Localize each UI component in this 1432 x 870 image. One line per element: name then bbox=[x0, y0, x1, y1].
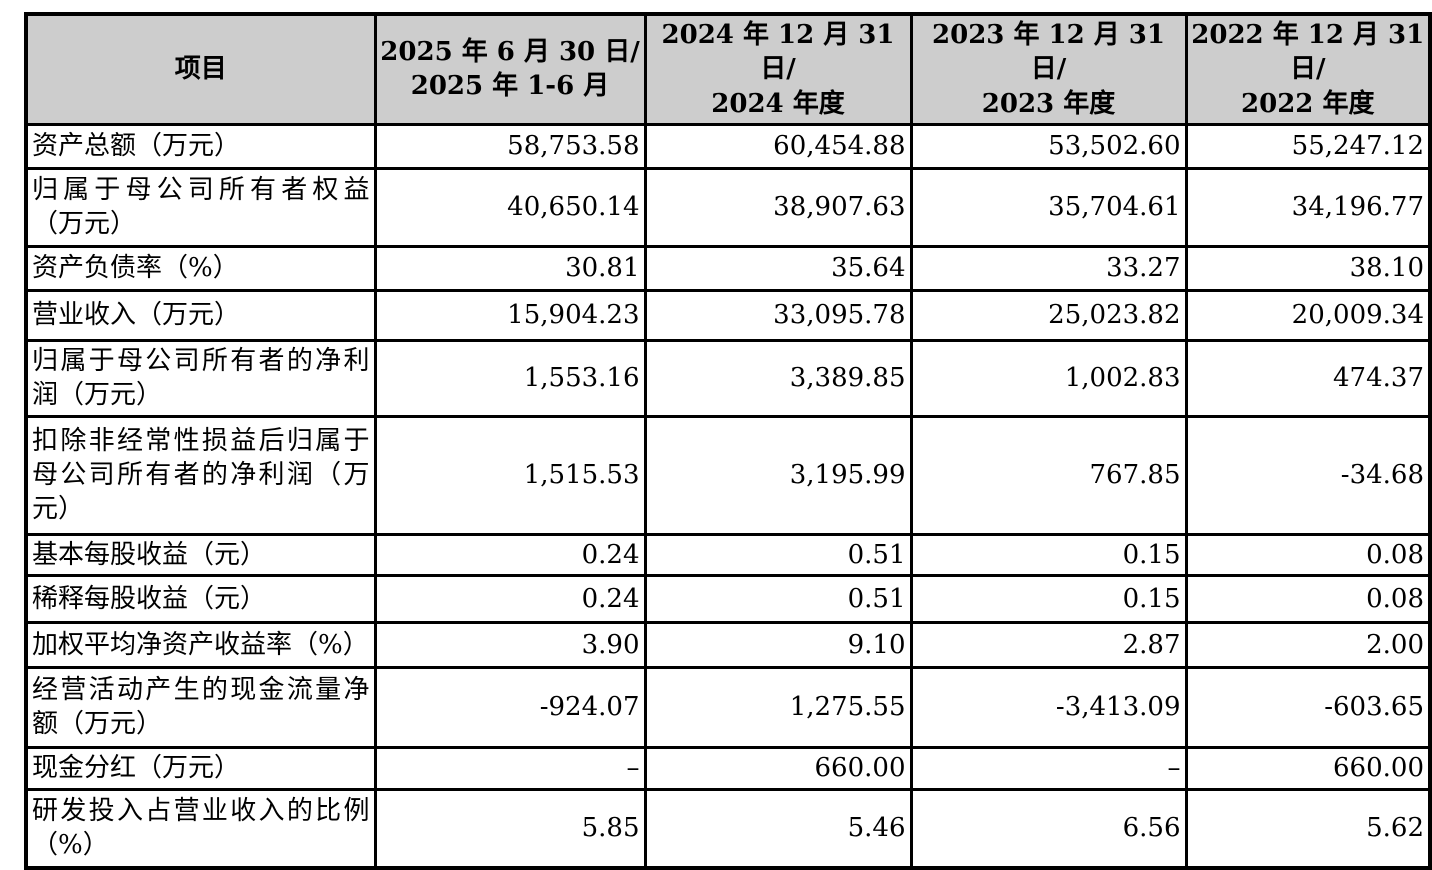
row-label: 加权平均净资产收益率（%） bbox=[24, 620, 377, 669]
row-label: 资产总额（万元） bbox=[24, 122, 377, 170]
row-value: -3,413.09 bbox=[909, 665, 1188, 749]
row-value: 53,502.60 bbox=[909, 122, 1188, 170]
row-label: 归属于母公司所有者权益（万元） bbox=[24, 166, 377, 248]
row-value: 660.00 bbox=[1184, 745, 1432, 791]
row-value: 55,247.12 bbox=[1184, 122, 1432, 170]
row-value: 1,002.83 bbox=[909, 338, 1188, 418]
row-value: 60,454.88 bbox=[643, 122, 913, 170]
row-label: 稀释每股收益（元） bbox=[24, 573, 377, 624]
header-period-line1: 2023 年 12 月 31 日/ bbox=[932, 20, 1165, 85]
header-period-line2: 2025 年 1-6 月 bbox=[410, 71, 610, 102]
header-cell-period-2022: 2022 年 12 月 31 日/ 2022 年度 bbox=[1184, 12, 1432, 126]
table-row: 现金分红（万元） – 660.00 – 660.00 bbox=[24, 745, 1432, 791]
row-value: 660.00 bbox=[643, 745, 913, 791]
row-label: 归属于母公司所有者的净利润（万元） bbox=[24, 338, 377, 418]
row-value: 0.24 bbox=[373, 532, 647, 577]
row-value: 0.51 bbox=[643, 532, 913, 577]
table-row: 资产负债率（%） 30.81 35.64 33.27 38.10 bbox=[24, 244, 1432, 292]
row-label: 现金分红（万元） bbox=[24, 745, 377, 791]
row-value: 33,095.78 bbox=[643, 288, 913, 342]
row-value: 5.46 bbox=[643, 787, 913, 870]
table-row: 加权平均净资产收益率（%） 3.90 9.10 2.87 2.00 bbox=[24, 620, 1432, 669]
row-value: 0.08 bbox=[1184, 573, 1432, 624]
financial-summary-section: 项目 2025 年 6 月 30 日/ 2025 年 1-6 月 2024 年 … bbox=[24, 12, 1432, 870]
row-value: 5.85 bbox=[373, 787, 647, 870]
header-period-line2: 2023 年度 bbox=[981, 88, 1116, 119]
table-row: 扣除非经常性损益后归属于母公司所有者的净利润（万元） 1,515.53 3,19… bbox=[24, 414, 1432, 536]
header-period-line2: 2024 年度 bbox=[711, 88, 845, 119]
row-value: 35.64 bbox=[643, 244, 913, 292]
header-period-line2: 2022 年度 bbox=[1241, 88, 1375, 119]
row-label: 研发投入占营业收入的比例（%） bbox=[24, 787, 377, 870]
row-value: 1,553.16 bbox=[373, 338, 647, 418]
header-cell-period-2024: 2024 年 12 月 31 日/ 2024 年度 bbox=[643, 12, 913, 126]
row-value: -924.07 bbox=[373, 665, 647, 749]
row-value: 34,196.77 bbox=[1184, 166, 1432, 248]
row-value: 30.81 bbox=[373, 244, 647, 292]
row-value: 0.08 bbox=[1184, 532, 1432, 577]
row-value: 9.10 bbox=[643, 620, 913, 669]
row-value: 58,753.58 bbox=[373, 122, 647, 170]
header-cell-period-2023: 2023 年 12 月 31 日/ 2023 年度 bbox=[909, 12, 1188, 126]
row-value: 40,650.14 bbox=[373, 166, 647, 248]
header-cell-item: 项目 bbox=[24, 12, 377, 126]
row-value: -34.68 bbox=[1184, 414, 1432, 536]
header-period-line1: 2024 年 12 月 31 日/ bbox=[661, 20, 895, 85]
row-value: 767.85 bbox=[909, 414, 1188, 536]
row-value: 6.56 bbox=[909, 787, 1188, 870]
row-value: -603.65 bbox=[1184, 665, 1432, 749]
row-value: 15,904.23 bbox=[373, 288, 647, 342]
row-value: 38,907.63 bbox=[643, 166, 913, 248]
financial-summary-table: 项目 2025 年 6 月 30 日/ 2025 年 1-6 月 2024 年 … bbox=[24, 12, 1432, 870]
row-value: 3,195.99 bbox=[643, 414, 913, 536]
table-row: 归属于母公司所有者权益（万元） 40,650.14 38,907.63 35,7… bbox=[24, 166, 1432, 248]
row-value: 33.27 bbox=[909, 244, 1188, 292]
row-value: 0.15 bbox=[909, 573, 1188, 624]
row-value: 0.51 bbox=[643, 573, 913, 624]
table-row: 归属于母公司所有者的净利润（万元） 1,553.16 3,389.85 1,00… bbox=[24, 338, 1432, 418]
row-value: 2.00 bbox=[1184, 620, 1432, 669]
row-label: 经营活动产生的现金流量净额（万元） bbox=[24, 665, 377, 749]
header-row: 项目 2025 年 6 月 30 日/ 2025 年 1-6 月 2024 年 … bbox=[24, 12, 1432, 126]
table-row: 稀释每股收益（元） 0.24 0.51 0.15 0.08 bbox=[24, 573, 1432, 624]
table-row: 经营活动产生的现金流量净额（万元） -924.07 1,275.55 -3,41… bbox=[24, 665, 1432, 749]
row-value: 0.15 bbox=[909, 532, 1188, 577]
table-row: 研发投入占营业收入的比例（%） 5.85 5.46 6.56 5.62 bbox=[24, 787, 1432, 870]
row-value: 3.90 bbox=[373, 620, 647, 669]
row-label: 营业收入（万元） bbox=[24, 288, 377, 342]
row-label: 资产负债率（%） bbox=[24, 244, 377, 292]
header-period-line1: 2022 年 12 月 31 日/ bbox=[1191, 20, 1425, 85]
row-label: 基本每股收益（元） bbox=[24, 532, 377, 577]
table-row: 营业收入（万元） 15,904.23 33,095.78 25,023.82 2… bbox=[24, 288, 1432, 342]
row-value: – bbox=[373, 745, 647, 791]
row-value: 25,023.82 bbox=[909, 288, 1188, 342]
row-value: 1,275.55 bbox=[643, 665, 913, 749]
row-value: 35,704.61 bbox=[909, 166, 1188, 248]
row-label: 扣除非经常性损益后归属于母公司所有者的净利润（万元） bbox=[24, 414, 377, 536]
row-value: – bbox=[909, 745, 1188, 791]
row-value: 0.24 bbox=[373, 573, 647, 624]
header-cell-period-2025: 2025 年 6 月 30 日/ 2025 年 1-6 月 bbox=[373, 12, 647, 126]
row-value: 38.10 bbox=[1184, 244, 1432, 292]
table-row: 基本每股收益（元） 0.24 0.51 0.15 0.08 bbox=[24, 532, 1432, 577]
row-value: 474.37 bbox=[1184, 338, 1432, 418]
row-value: 1,515.53 bbox=[373, 414, 647, 536]
row-value: 5.62 bbox=[1184, 787, 1432, 870]
header-period-line1: 2025 年 6 月 30 日/ bbox=[380, 37, 640, 68]
header-item-label: 项目 bbox=[174, 54, 227, 85]
row-value: 3,389.85 bbox=[643, 338, 913, 418]
table-row: 资产总额（万元） 58,753.58 60,454.88 53,502.60 5… bbox=[24, 122, 1432, 170]
row-value: 2.87 bbox=[909, 620, 1188, 669]
row-value: 20,009.34 bbox=[1184, 288, 1432, 342]
